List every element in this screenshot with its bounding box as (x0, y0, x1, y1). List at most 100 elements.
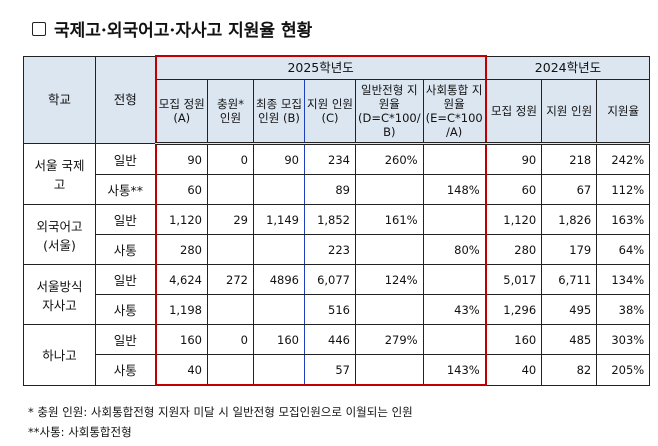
table-cell: 279% (355, 324, 424, 355)
table-cell: 5,017 (485, 264, 543, 295)
table-cell: 60 (485, 174, 543, 205)
header-2024-col: 지원 인원 (541, 79, 598, 145)
table-cell (253, 174, 305, 205)
table-cell: 205% (596, 354, 651, 386)
table-cell (207, 294, 254, 325)
footnote: **사통: 사회통합전형 (28, 425, 132, 439)
admission-type: 일반 (95, 204, 156, 235)
table-cell: 260% (355, 143, 424, 175)
table-cell: 0 (207, 143, 254, 175)
table-row: 사통 280 223 80% 280 179 64% (24, 234, 651, 265)
table-cell (253, 234, 305, 265)
table-cell: 64% (596, 234, 651, 265)
table-cell: 280 (485, 234, 543, 265)
header-2025-col: 충원* 인원 (207, 79, 254, 145)
table-cell: 0 (207, 324, 254, 355)
header-2025-col: 최종 모집 인원 (B) (253, 79, 305, 145)
table-cell (355, 354, 424, 386)
table-cell: 90 (154, 143, 208, 175)
table-cell: 163% (596, 204, 651, 235)
header-2025-col: 사회통합 지원율 (E=C*100 /A) (422, 79, 487, 145)
table-cell (422, 324, 487, 355)
table-cell: 272 (207, 264, 254, 295)
table-row: 사통** 60 89 148% 60 67 112% (24, 174, 651, 205)
table-cell: 1,120 (485, 204, 543, 235)
table-cell (422, 143, 487, 175)
table-cell: 1,296 (485, 294, 543, 325)
admission-type: 일반 (95, 264, 156, 295)
table-cell: 1,120 (154, 204, 208, 235)
table-cell (207, 234, 254, 265)
table-cell: 4896 (253, 264, 305, 295)
table-cell: 1,826 (541, 204, 598, 235)
header-type: 전형 (95, 55, 156, 144)
table-row: 사통 1,198 516 43% 1,296 495 38% (24, 294, 651, 325)
table-row: 서울방식 자사고 일반 4,624 272 4896 6,077 124% 5,017 6,71… (23, 264, 651, 325)
table-cell: 124% (355, 264, 424, 295)
table-cell: 43% (422, 294, 487, 325)
table-cell: 446 (304, 324, 356, 355)
table-cell: 223 (304, 234, 356, 265)
table-cell: 38% (596, 294, 651, 325)
table-cell: 1,198 (154, 294, 208, 325)
school-name: 하나고 (23, 324, 96, 386)
footnotes: * 충원 인원: 사회통합전형 지원자 미달 시 일반전형 모집인원으로 이월되… (28, 402, 413, 442)
table-cell: 516 (304, 294, 356, 325)
table-cell: 6,077 (304, 264, 356, 295)
table-cell: 90 (485, 143, 543, 175)
table-cell: 40 (485, 354, 543, 386)
header-2025-col: 모집 정원 (A) (154, 79, 208, 145)
table-cell: 1,852 (304, 204, 356, 235)
admission-type: 사통 (95, 294, 156, 325)
admission-type: 사통 (95, 354, 156, 386)
footnote: * 충원 인원: 사회통합전형 지원자 미달 시 일반전형 모집인원으로 이월되… (28, 405, 413, 419)
table-cell: 179 (541, 234, 598, 265)
table-cell: 29 (207, 204, 254, 235)
table-cell: 89 (304, 174, 356, 205)
admission-type: 일반 (95, 324, 156, 355)
table-cell: 57 (304, 354, 356, 386)
table-cell: 160 (485, 324, 543, 355)
table-cell: 218 (541, 143, 598, 175)
table-cell (253, 354, 305, 386)
table-cell: 143% (422, 354, 487, 386)
admission-type: 사통** (95, 174, 156, 205)
school-name: 외국어고 (서울) (23, 204, 96, 265)
table-cell (253, 294, 305, 325)
table-cell (355, 294, 424, 325)
table-cell: 90 (253, 143, 305, 175)
header-2025-col: 일반전형 지원율 (D=C*100/ B) (355, 79, 424, 145)
table-cell: 40 (154, 354, 208, 386)
table-cell: 1,149 (253, 204, 305, 235)
table-cell (355, 174, 424, 205)
table-row: 서울 국제고 일반 90 0 90 234 260% 90 218 242% (23, 143, 651, 205)
table-cell (207, 174, 254, 205)
table-cell: 82 (541, 354, 598, 386)
table-cell: 160 (253, 324, 305, 355)
table-cell: 280 (154, 234, 208, 265)
table-cell: 6,711 (541, 264, 598, 295)
table-cell: 160 (154, 324, 208, 355)
header-2024-col: 지원율 (596, 79, 651, 145)
table-cell (422, 264, 487, 295)
table-cell: 4,624 (154, 264, 208, 295)
table-row: 사통 40 57 143% 40 82 205% (24, 354, 651, 386)
checkbox-icon (32, 21, 46, 36)
application-rate-table: 학교 전형 2025학년도 2024학년도 모집 정원 (A) 충원* 인원 최종 … (23, 55, 651, 386)
school-name: 서울방식 자사고 (23, 264, 96, 325)
table-cell: 80% (422, 234, 487, 265)
table-cell: 148% (422, 174, 487, 205)
header-2025: 2025학년도 (154, 55, 487, 80)
table-cell: 495 (541, 294, 598, 325)
header-2024-col: 모집 정원 (485, 79, 543, 145)
table-cell: 60 (154, 174, 208, 205)
page-title: 국제고·외국어고·자사고 지원율 현황 (32, 16, 312, 41)
admission-type: 사통 (95, 234, 156, 265)
header-2025-col: 지원 인원 (C) (304, 79, 356, 145)
table-cell (207, 354, 254, 386)
table-row: 외국어고 (서울) 일반 1,120 29 1,149 1,852 161% 1,120 1,8… (23, 204, 651, 265)
table-cell: 234 (304, 143, 356, 175)
table-row: 하나고 일반 160 0 160 446 279% 160 485 303% (23, 324, 651, 386)
table-cell: 242% (596, 143, 651, 175)
table-cell: 161% (355, 204, 424, 235)
